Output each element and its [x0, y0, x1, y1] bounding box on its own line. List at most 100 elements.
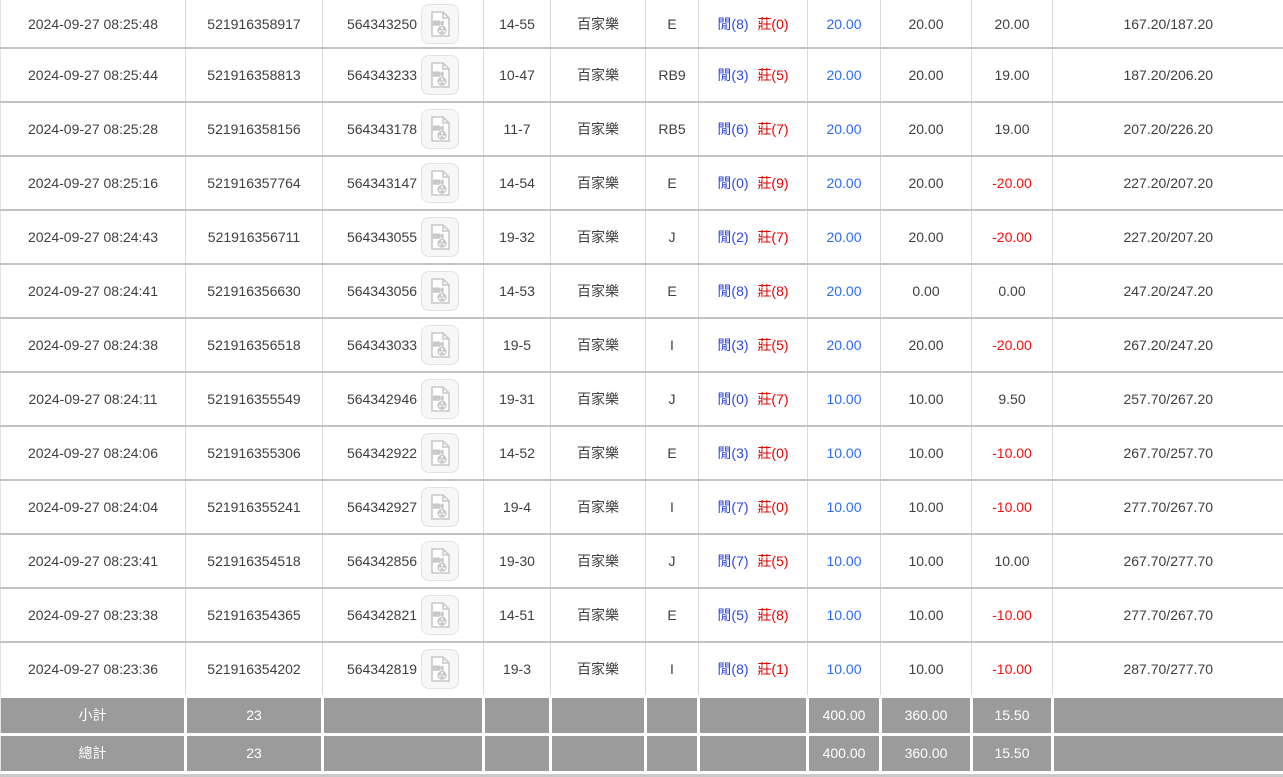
bet-amount-cell: 20.00	[808, 210, 881, 264]
table-round-cell: 14-52	[484, 426, 551, 480]
winloss-cell: 10.00	[972, 534, 1053, 588]
bet-amount-link[interactable]: 10.00	[826, 445, 861, 461]
winloss-cell: 9.50	[972, 372, 1053, 426]
round-id: 564342856	[347, 553, 417, 569]
empty-cell	[551, 734, 646, 772]
bet-id-cell: 521916356518	[186, 318, 323, 372]
bet-amount-link[interactable]: 20.00	[826, 283, 861, 299]
table-row: 2024-09-27 08:24:11 521916355549 5643429…	[1, 372, 1283, 426]
video-replay-button[interactable]	[421, 325, 459, 365]
round-id-cell: 564342946	[323, 372, 484, 426]
video-replay-button[interactable]	[421, 217, 459, 257]
balance-cell: 267.70/257.70	[1053, 426, 1283, 480]
game-name-cell: 百家樂	[551, 264, 646, 318]
table-round-cell: 14-53	[484, 264, 551, 318]
bet-time-cell: 2024-09-27 08:24:11	[1, 372, 186, 426]
bet-amount-cell: 20.00	[808, 0, 881, 48]
result-score-cell: 閒(2) 莊(7)	[699, 210, 808, 264]
table-round-cell: 19-3	[484, 642, 551, 696]
round-id-cell: 564342922	[323, 426, 484, 480]
winloss-cell: -10.00	[972, 588, 1053, 642]
subtotal-bet-amount: 400.00	[808, 696, 881, 734]
video-replay-button[interactable]	[421, 379, 459, 419]
balance-cell: 227.20/207.20	[1053, 210, 1283, 264]
table-row: 2024-09-27 08:23:36 521916354202 5643428…	[1, 642, 1283, 696]
table-bottom-divider	[0, 774, 1283, 777]
bet-history-body: 2024-09-27 08:25:48 521916358917 5643432…	[1, 0, 1283, 696]
video-replay-button[interactable]	[421, 595, 459, 635]
video-replay-button[interactable]	[421, 541, 459, 581]
round-id: 564343147	[347, 175, 417, 191]
banker-score: 莊(8)	[757, 607, 788, 623]
video-replay-button[interactable]	[421, 163, 459, 203]
round-id-cell: 564342819	[323, 642, 484, 696]
bet-amount-cell: 20.00	[808, 264, 881, 318]
bet-amount-link[interactable]: 20.00	[826, 121, 861, 137]
bet-amount-link[interactable]: 20.00	[826, 337, 861, 353]
video-replay-button[interactable]	[421, 109, 459, 149]
video-file-icon	[428, 547, 452, 575]
bet-time-cell: 2024-09-27 08:23:36	[1, 642, 186, 696]
video-file-icon	[428, 277, 452, 305]
empty-cell	[484, 696, 551, 734]
bet-amount-cell: 20.00	[808, 318, 881, 372]
subtotal-count: 23	[186, 696, 323, 734]
bet-amount-link[interactable]: 20.00	[826, 175, 861, 191]
grand-total-valid-amount: 360.00	[881, 734, 972, 772]
bet-amount-link[interactable]: 10.00	[826, 499, 861, 515]
table-round-cell: 14-55	[484, 0, 551, 48]
valid-amount-cell: 10.00	[881, 372, 972, 426]
bet-amount-cell: 20.00	[808, 48, 881, 102]
video-file-icon	[428, 331, 452, 359]
grand-total-bet-amount: 400.00	[808, 734, 881, 772]
empty-cell	[484, 734, 551, 772]
bet-amount-cell: 10.00	[808, 426, 881, 480]
bet-amount-cell: 20.00	[808, 102, 881, 156]
grand-total-count: 23	[186, 734, 323, 772]
video-replay-button[interactable]	[421, 271, 459, 311]
bet-amount-link[interactable]: 10.00	[826, 391, 861, 407]
player-score: 閒(5)	[717, 607, 748, 623]
round-id-cell: 564342927	[323, 480, 484, 534]
player-score: 閒(6)	[717, 121, 748, 137]
video-file-icon	[428, 493, 452, 521]
player-score: 閒(3)	[717, 445, 748, 461]
bet-id-cell: 521916357764	[186, 156, 323, 210]
valid-amount-cell: 10.00	[881, 534, 972, 588]
result-code-cell: E	[646, 588, 699, 642]
bet-amount-link[interactable]: 10.00	[826, 661, 861, 677]
empty-cell	[1053, 696, 1283, 734]
empty-cell	[1053, 734, 1283, 772]
banker-score: 莊(1)	[757, 661, 788, 677]
bet-amount-link[interactable]: 20.00	[826, 229, 861, 245]
video-replay-button[interactable]	[421, 4, 459, 44]
video-replay-button[interactable]	[421, 55, 459, 95]
bet-time-cell: 2024-09-27 08:24:41	[1, 264, 186, 318]
bet-amount-cell: 10.00	[808, 534, 881, 588]
round-id: 564343056	[347, 283, 417, 299]
game-name-cell: 百家樂	[551, 210, 646, 264]
bet-amount-link[interactable]: 20.00	[826, 16, 861, 32]
bet-amount-link[interactable]: 20.00	[826, 67, 861, 83]
result-score-cell: 閒(0) 莊(9)	[699, 156, 808, 210]
balance-cell: 277.70/267.70	[1053, 480, 1283, 534]
video-replay-button[interactable]	[421, 649, 459, 689]
bet-amount-cell: 10.00	[808, 480, 881, 534]
bet-time-cell: 2024-09-27 08:23:38	[1, 588, 186, 642]
table-round-cell: 19-30	[484, 534, 551, 588]
result-score-cell: 閒(0) 莊(7)	[699, 372, 808, 426]
bet-amount-cell: 10.00	[808, 642, 881, 696]
bet-amount-link[interactable]: 10.00	[826, 553, 861, 569]
winloss-cell: 0.00	[972, 264, 1053, 318]
result-code-cell: I	[646, 318, 699, 372]
player-score: 閒(3)	[717, 337, 748, 353]
bet-id-cell: 521916358813	[186, 48, 323, 102]
video-replay-button[interactable]	[421, 433, 459, 473]
bet-amount-link[interactable]: 10.00	[826, 607, 861, 623]
winloss-cell: -20.00	[972, 318, 1053, 372]
video-file-icon	[428, 655, 452, 683]
video-replay-button[interactable]	[421, 487, 459, 527]
bet-id-cell: 521916354202	[186, 642, 323, 696]
result-score-cell: 閒(8) 莊(0)	[699, 0, 808, 48]
